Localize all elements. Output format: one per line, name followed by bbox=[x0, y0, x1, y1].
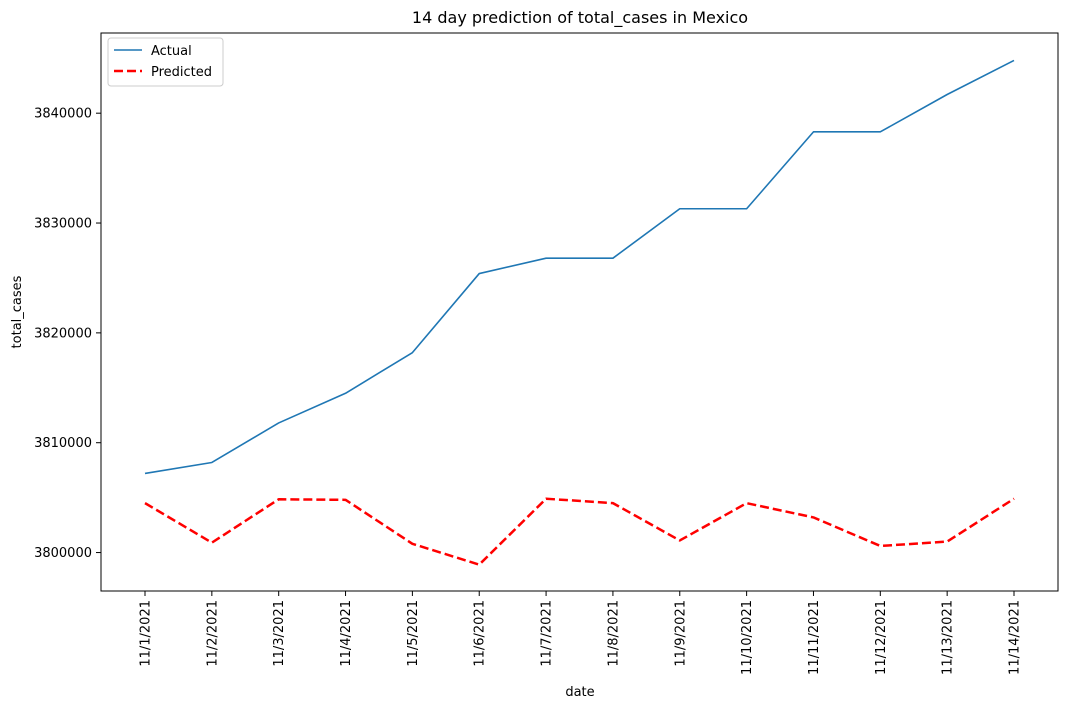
x-tick-label: 11/14/2021 bbox=[1008, 600, 1023, 675]
x-tick-label: 11/1/2021 bbox=[139, 600, 154, 667]
x-tick-label: 11/13/2021 bbox=[941, 600, 956, 675]
series-line-predicted bbox=[144, 497, 1015, 566]
y-axis: 3800000 3810000 3820000 3830000 3840000 bbox=[34, 107, 101, 561]
x-axis: 11/1/2021 11/2/2021 11/3/2021 11/4/2021 11/5… bbox=[139, 591, 1023, 675]
x-tick-label: 11/4/2021 bbox=[339, 600, 354, 667]
chart-title: 14 day prediction of total_cases in Mexi… bbox=[412, 8, 748, 28]
y-tick-label: 3800000 bbox=[34, 546, 92, 561]
x-tick-label: 11/3/2021 bbox=[272, 600, 287, 667]
y-tick-label: 3810000 bbox=[34, 436, 92, 451]
x-tick-label: 11/12/2021 bbox=[874, 600, 889, 675]
plot-area bbox=[100, 32, 1059, 592]
series-lines bbox=[144, 59, 1015, 566]
x-tick-label: 11/11/2021 bbox=[807, 600, 822, 675]
x-tick-label: 11/6/2021 bbox=[473, 600, 488, 667]
legend: Actual Predicted bbox=[107, 37, 224, 87]
x-tick-label: 11/8/2021 bbox=[606, 600, 621, 667]
x-tick-label: 11/2/2021 bbox=[205, 600, 220, 667]
legend-label-actual: Actual bbox=[151, 44, 192, 59]
x-tick-label: 11/10/2021 bbox=[740, 600, 755, 675]
x-tick-label: 11/9/2021 bbox=[673, 600, 688, 667]
x-tick-label: 11/7/2021 bbox=[540, 600, 555, 667]
y-tick-label: 3830000 bbox=[34, 217, 92, 232]
x-tick-label: 11/5/2021 bbox=[406, 600, 421, 667]
x-axis-title: date bbox=[565, 685, 594, 700]
legend-label-predicted: Predicted bbox=[151, 65, 212, 80]
y-axis-title: total_cases bbox=[10, 275, 25, 348]
series-line-actual bbox=[144, 59, 1015, 475]
y-tick-label: 3840000 bbox=[34, 107, 92, 122]
y-tick-label: 3820000 bbox=[34, 326, 92, 341]
